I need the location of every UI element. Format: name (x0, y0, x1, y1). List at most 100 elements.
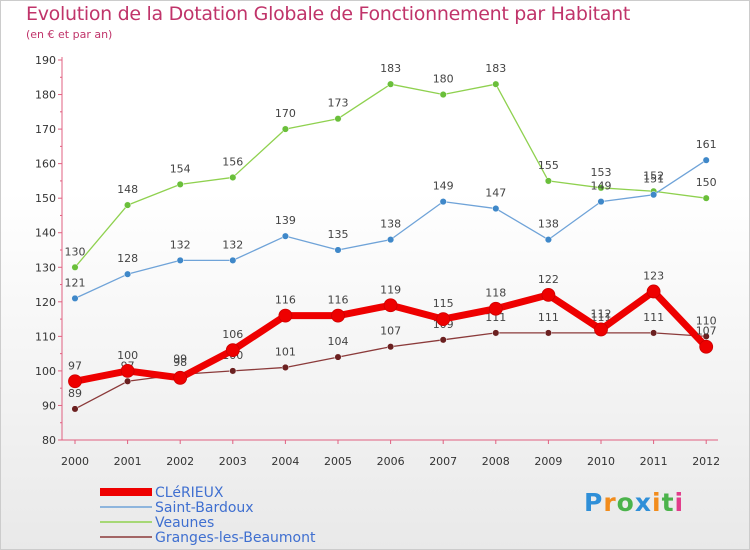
data-label-granges-les-beaumont: 107 (380, 325, 401, 338)
data-point-saint-bardoux (334, 246, 342, 254)
data-label-saint-bardoux: 138 (538, 218, 559, 231)
data-label-saint-bardoux: 128 (117, 252, 138, 265)
data-point-veaunes (229, 173, 237, 182)
data-label-cl-rieux: 115 (433, 297, 454, 310)
logo-letter: t (661, 488, 675, 517)
x-tick-label: 2007 (429, 455, 457, 468)
x-tick-label: 2004 (271, 455, 299, 468)
legend-label-saint-bardoux: Saint-Bardoux (155, 500, 254, 516)
data-label-veaunes: 173 (328, 97, 349, 110)
data-label-saint-bardoux: 147 (485, 187, 506, 200)
data-point-veaunes (702, 194, 710, 202)
data-label-cl-rieux: 116 (328, 294, 349, 307)
data-label-granges-les-beaumont: 99 (173, 352, 187, 365)
legend-label-cl-rieux: CLéRIEUX (155, 485, 224, 501)
data-label-saint-bardoux: 151 (643, 173, 664, 186)
legend-label-veaunes: Veaunes (155, 515, 214, 531)
data-label-cl-rieux: 119 (380, 283, 401, 296)
data-label-granges-les-beaumont: 89 (68, 387, 82, 400)
data-label-saint-bardoux: 149 (433, 180, 454, 193)
data-point-veaunes (281, 125, 289, 133)
data-label-granges-les-beaumont: 111 (485, 311, 506, 324)
data-label-cl-rieux: 116 (275, 294, 296, 307)
logo-letter: r (603, 488, 617, 517)
logo-letter: P (584, 488, 604, 517)
y-tick-label: 80 (42, 434, 56, 447)
y-tick-label: 180 (35, 89, 56, 102)
data-label-granges-les-beaumont: 110 (696, 314, 717, 327)
data-point-granges-les-beaumont (544, 329, 552, 337)
data-point-saint-bardoux (71, 294, 79, 302)
data-point-cl-rieux (225, 343, 240, 358)
data-label-saint-bardoux: 132 (222, 238, 243, 251)
data-label-veaunes: 130 (65, 245, 86, 258)
data-point-granges-les-beaumont (229, 367, 237, 375)
data-label-veaunes: 154 (170, 162, 191, 175)
data-label-veaunes: 153 (591, 166, 612, 179)
data-point-cl-rieux (436, 312, 451, 326)
data-point-veaunes (334, 115, 342, 123)
x-tick-label: 2011 (640, 455, 668, 468)
data-label-granges-les-beaumont: 111 (538, 311, 559, 324)
data-point-cl-rieux (120, 364, 135, 378)
data-point-cl-rieux (594, 322, 608, 337)
data-point-granges-les-beaumont (124, 377, 132, 385)
data-label-veaunes: 150 (696, 176, 717, 189)
x-tick-label: 2003 (219, 455, 247, 468)
data-point-granges-les-beaumont (387, 343, 395, 351)
data-label-veaunes: 183 (485, 62, 506, 75)
y-tick-label: 90 (42, 399, 56, 412)
data-label-saint-bardoux: 139 (275, 214, 296, 227)
y-tick-label: 100 (35, 365, 56, 378)
data-point-veaunes (71, 263, 79, 271)
data-point-saint-bardoux (702, 156, 710, 164)
data-label-cl-rieux: 106 (222, 328, 243, 341)
data-label-veaunes: 170 (275, 107, 296, 120)
data-label-cl-rieux: 123 (643, 269, 664, 282)
data-label-cl-rieux: 118 (485, 287, 506, 300)
x-tick-label: 2006 (377, 455, 405, 468)
data-label-veaunes: 180 (433, 73, 454, 86)
data-label-saint-bardoux: 161 (696, 138, 717, 151)
data-label-saint-bardoux: 121 (65, 276, 86, 289)
data-point-cl-rieux (541, 288, 556, 302)
data-label-veaunes: 183 (380, 62, 401, 75)
x-tick-label: 2009 (534, 455, 562, 468)
data-label-cl-rieux: 100 (117, 349, 138, 362)
data-label-saint-bardoux: 135 (328, 228, 349, 241)
data-label-saint-bardoux: 149 (591, 180, 612, 193)
data-point-saint-bardoux (492, 204, 500, 213)
data-point-granges-les-beaumont (492, 329, 500, 337)
x-tick-label: 2012 (692, 455, 720, 468)
data-point-saint-bardoux (281, 232, 289, 240)
x-tick-label: 2005 (324, 455, 352, 468)
data-point-veaunes (176, 180, 184, 188)
data-point-saint-bardoux (124, 270, 132, 278)
y-tick-label: 120 (35, 296, 56, 309)
data-label-saint-bardoux: 132 (170, 238, 191, 251)
data-label-veaunes: 152 (643, 169, 664, 182)
y-tick-label: 170 (35, 123, 56, 136)
data-label-cl-rieux: 107 (696, 325, 717, 338)
data-point-veaunes (387, 80, 395, 88)
data-point-cl-rieux (68, 374, 82, 389)
data-point-veaunes (597, 184, 605, 192)
y-tick-label: 160 (35, 158, 56, 171)
data-point-cl-rieux (699, 339, 714, 354)
data-point-cl-rieux (383, 298, 398, 313)
data-point-cl-rieux (173, 370, 188, 385)
data-point-cl-rieux (278, 308, 293, 323)
data-label-cl-rieux: 97 (68, 359, 82, 372)
y-tick-label: 110 (35, 330, 56, 343)
y-tick-label: 150 (35, 192, 56, 205)
data-label-cl-rieux: 122 (538, 273, 559, 286)
data-label-veaunes: 155 (538, 159, 559, 172)
logo-letter: x (634, 488, 652, 517)
chart-subtitle: (en € et par an) (26, 28, 113, 41)
data-point-granges-les-beaumont (650, 329, 658, 337)
data-point-granges-les-beaumont (334, 353, 342, 361)
data-point-saint-bardoux (597, 198, 605, 206)
data-point-granges-les-beaumont (281, 363, 289, 372)
y-tick-label: 130 (35, 261, 56, 274)
